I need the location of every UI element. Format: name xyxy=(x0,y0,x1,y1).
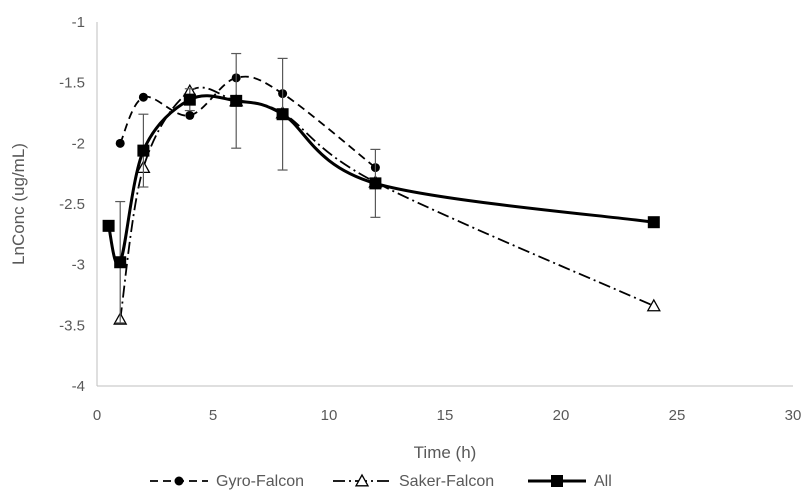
x-tick-label: 10 xyxy=(321,407,338,424)
data-point xyxy=(646,298,661,312)
y-axis-title: LnConc (ug/mL) xyxy=(9,143,28,265)
legend-label: All xyxy=(594,473,612,490)
x-tick-label: 30 xyxy=(785,407,802,424)
legend-item-all: All xyxy=(528,473,612,490)
series-gyro-falcon xyxy=(115,73,380,173)
series-saker-falcon xyxy=(113,83,661,325)
data-point xyxy=(276,108,289,121)
y-tick-label: -3 xyxy=(72,257,85,274)
data-point xyxy=(369,177,382,190)
data-point xyxy=(102,219,115,232)
y-tick-label: -1.5 xyxy=(59,75,85,92)
legend-item-gyro-falcon: Gyro-Falcon xyxy=(150,473,304,490)
x-axis-title: Time (h) xyxy=(414,443,477,462)
data-point xyxy=(115,138,125,148)
legend-marker xyxy=(174,476,184,486)
x-tick-label: 15 xyxy=(437,407,454,424)
series-line xyxy=(119,86,655,320)
data-point xyxy=(138,92,148,102)
legend-label: Gyro-Falcon xyxy=(216,473,304,490)
x-tick-label: 5 xyxy=(209,407,217,424)
plot-area xyxy=(102,52,661,325)
x-tick-label: 0 xyxy=(93,407,101,424)
y-tick-label: -3.5 xyxy=(59,317,85,334)
y-tick-label: -2 xyxy=(72,135,85,152)
data-point xyxy=(183,93,196,106)
axes xyxy=(96,22,793,387)
legend-item-saker-falcon: Saker-Falcon xyxy=(333,473,494,490)
y-tick-label: -4 xyxy=(72,378,85,395)
legend-marker xyxy=(551,475,563,487)
x-tick-label: 25 xyxy=(669,407,686,424)
x-tick-labels: 0 5 10 15 20 25 30 xyxy=(93,407,802,424)
data-point xyxy=(114,256,127,269)
y-tick-label: -2.5 xyxy=(59,196,85,213)
series-line xyxy=(119,75,376,169)
y-tick-labels: -1 -1.5 -2 -2.5 -3 -3.5 -4 xyxy=(59,14,85,395)
legend-marker xyxy=(354,473,370,487)
series-all xyxy=(102,52,660,324)
legend: Gyro-Falcon Saker-Falcon All xyxy=(150,473,612,490)
data-point xyxy=(230,94,243,107)
data-point xyxy=(185,110,195,120)
x-tick-label: 20 xyxy=(553,407,570,424)
legend-label: Saker-Falcon xyxy=(399,473,494,490)
data-point xyxy=(137,144,150,157)
y-tick-label: -1 xyxy=(72,14,85,31)
data-point xyxy=(647,216,660,229)
